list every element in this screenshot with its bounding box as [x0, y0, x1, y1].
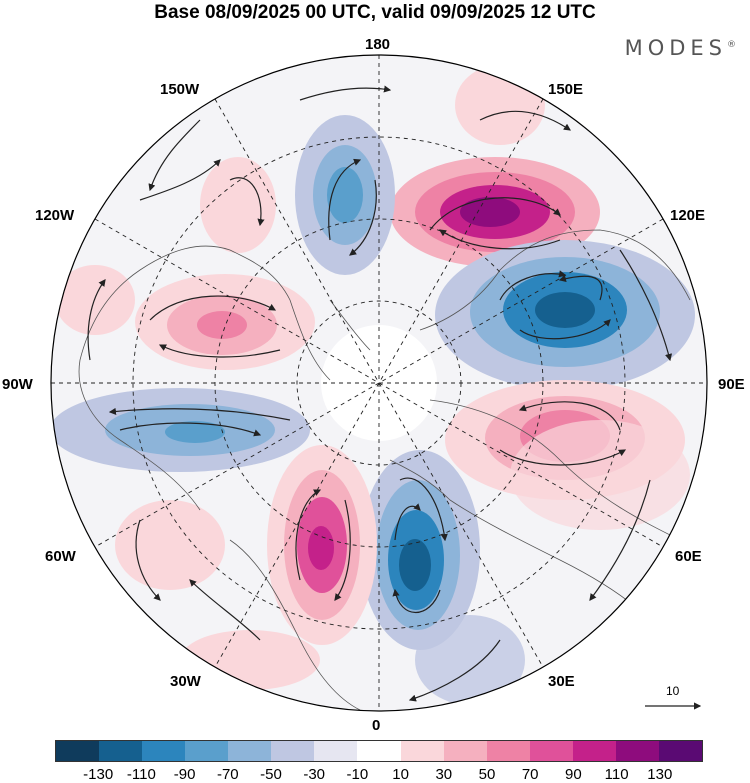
label-60w: 60W	[45, 548, 76, 565]
map-title: Base 08/09/2025 00 UTC, valid 09/09/2025…	[154, 2, 596, 23]
colorbar-tick-label: 70	[521, 766, 539, 783]
colorbar-tick-label: 110	[604, 766, 629, 783]
label-180: 180	[365, 36, 391, 53]
anomaly-nnw-high	[200, 157, 276, 253]
modes-logo: MODES®	[625, 36, 736, 60]
label-60e: 60E	[675, 548, 702, 565]
colorbar-swatch	[658, 741, 702, 761]
label-30e: 30E	[548, 673, 575, 690]
label-150w: 150W	[160, 81, 200, 98]
label-120e: 120E	[670, 207, 706, 224]
colorbar-tick-label: -130	[83, 766, 114, 783]
colorbar-swatch	[529, 741, 573, 761]
colorbar-swatch	[443, 741, 487, 761]
anomaly-ssw-high	[115, 500, 225, 590]
coastlines	[78, 229, 691, 711]
colorbar-swatch	[314, 741, 358, 761]
anomaly-wnw-high	[55, 265, 135, 335]
colorbar-tick-label: -90	[173, 766, 196, 783]
label-0: 0	[372, 717, 381, 734]
colorbar-tick-label: -110	[126, 766, 156, 783]
colorbar-swatch	[228, 741, 272, 761]
label-150e: 150E	[548, 81, 584, 98]
colorbar-tick-label: -10	[346, 766, 369, 783]
label-120w: 120W	[35, 207, 75, 224]
colorbar-tick-label: -50	[260, 766, 282, 783]
colorbar-swatch	[271, 741, 315, 761]
colorbar-tick-label: 50	[478, 766, 496, 783]
colorbar-tick-label: 130	[647, 766, 673, 783]
colorbar-tick-label: -30	[303, 766, 326, 783]
label-90w: 90W	[2, 376, 33, 393]
colorbar-tick-label: 30	[435, 766, 453, 783]
colorbar-swatch	[185, 741, 229, 761]
reference-vector-label: 10	[666, 684, 680, 698]
colorbar-swatch	[400, 741, 444, 761]
colorbar-tick-label: 90	[565, 766, 582, 783]
colorbar-swatch	[99, 741, 143, 761]
colorbar-swatch	[357, 741, 401, 761]
colorbar-swatch	[486, 741, 530, 761]
label-90e: 90E	[718, 376, 745, 393]
colorbar-swatch	[572, 741, 616, 761]
graticule	[51, 55, 707, 711]
label-30w: 30W	[170, 673, 201, 690]
colorbar-swatch	[56, 741, 100, 761]
colorbar-tick-label: -70	[216, 766, 239, 783]
registered-mark: ®	[727, 40, 736, 50]
colorbar	[55, 740, 703, 762]
brand-text: MODES	[624, 36, 727, 60]
colorbar-swatch	[615, 741, 659, 761]
wind-streamlines	[87, 85, 673, 702]
colorbar-swatch	[142, 741, 186, 761]
colorbar-tick-label: 10	[392, 766, 409, 783]
